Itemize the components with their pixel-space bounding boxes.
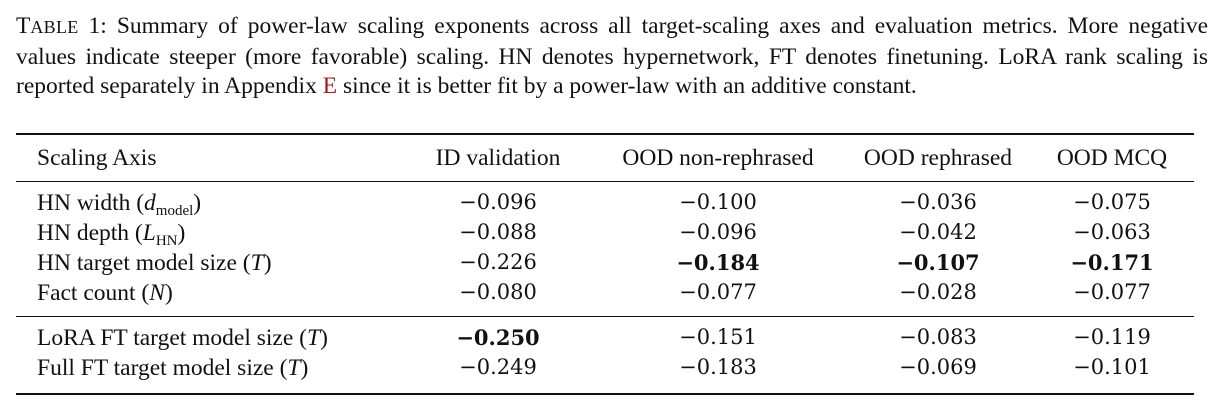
table-row: Fact count (N) −0.080 −0.077 −0.028 −0.0… [16,280,1194,310]
scaling-exponents-table: Scaling Axis ID validation OOD non-rephr… [16,133,1194,395]
value-ood-rephrased: −0.028 [899,280,977,304]
caption-text-2: since it is better fit by a power-law wi… [342,73,917,99]
row-axis-label: Full FT target model size (T) [37,355,309,381]
row-axis-label: HN width (dmodel) [37,190,202,219]
header-scaling-axis: Scaling Axis [37,145,157,171]
value-ood-rephrased: −0.069 [899,355,977,379]
bottom-rule [16,393,1194,395]
value-id-validation: −0.226 [459,250,537,274]
appendix-link[interactable]: E [322,73,338,99]
header-id-validation: ID validation [435,145,561,171]
value-id-validation-best: −0.250 [456,325,540,350]
mid-rule [16,181,1194,182]
group-rule [16,316,1194,317]
value-id-validation: −0.096 [459,190,537,214]
value-id-validation: −0.088 [459,220,537,244]
value-ood-non-rephrased-best: −0.184 [676,250,760,275]
value-ood-mcq-best: −0.171 [1070,250,1154,275]
row-axis-label: LoRA FT target model size (T) [37,325,328,351]
caption-label: TABLE 1: [16,13,107,39]
table-row: Full FT target model size (T) −0.249 −0.… [16,355,1194,385]
value-ood-non-rephrased: −0.077 [679,280,757,304]
row-axis-label: HN depth (LHN) [37,220,186,249]
value-ood-mcq: −0.075 [1073,190,1151,214]
value-ood-non-rephrased: −0.100 [679,190,757,214]
value-ood-rephrased: −0.036 [899,190,977,214]
value-id-validation: −0.080 [459,280,537,304]
value-ood-rephrased: −0.083 [899,325,977,349]
value-id-validation: −0.249 [459,355,537,379]
table-row: LoRA FT target model size (T) −0.250 −0.… [16,325,1194,355]
value-ood-mcq: −0.119 [1073,325,1151,349]
value-ood-rephrased-best: −0.107 [896,250,980,275]
value-ood-non-rephrased: −0.183 [679,355,757,379]
header-row: Scaling Axis ID validation OOD non-rephr… [16,135,1194,181]
value-ood-rephrased: −0.042 [899,220,977,244]
table-row: HN width (dmodel) −0.096 −0.100 −0.036 −… [16,190,1194,220]
value-ood-mcq: −0.101 [1073,355,1151,379]
table-caption: TABLE 1: Summary of power-law scaling ex… [16,12,1208,102]
top-rule [16,133,1194,135]
row-axis-label: HN target model size (T) [37,250,272,276]
header-ood-non-rephrased: OOD non-rephrased [622,145,814,171]
row-axis-label: Fact count (N) [37,280,173,306]
value-ood-non-rephrased: −0.151 [679,325,757,349]
header-ood-rephrased: OOD rephrased [863,145,1013,171]
caption-text-1: Summary of power-law scaling exponents a… [16,13,1209,99]
table-row: HN depth (LHN) −0.088 −0.096 −0.042 −0.0… [16,220,1194,250]
value-ood-mcq: −0.063 [1073,220,1151,244]
value-ood-mcq: −0.077 [1073,280,1151,304]
header-ood-mcq: OOD MCQ [1056,145,1168,171]
value-ood-non-rephrased: −0.096 [679,220,757,244]
table-row: HN target model size (T) −0.226 −0.184 −… [16,250,1194,280]
